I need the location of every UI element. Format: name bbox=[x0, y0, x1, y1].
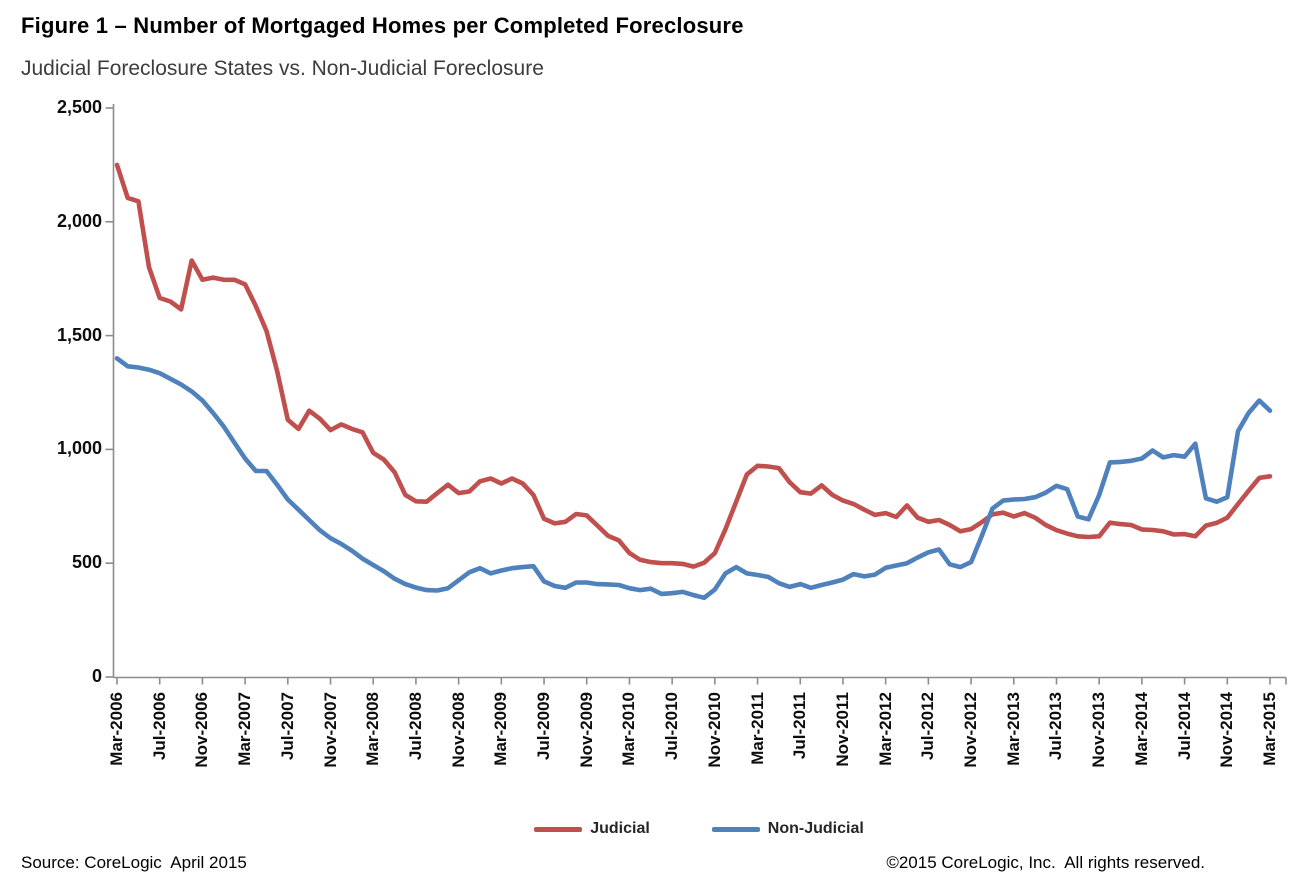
x-tick-label: Mar-2014 bbox=[1131, 692, 1151, 766]
legend-swatch-judicial bbox=[534, 826, 583, 832]
x-tick-label: Mar-2010 bbox=[619, 692, 639, 766]
x-tick-label: Mar-2012 bbox=[875, 692, 895, 766]
x-tick-label: Nov-2010 bbox=[704, 692, 724, 768]
x-tick-label: Nov-2008 bbox=[448, 692, 468, 768]
source-note: Source: CoreLogic April 2015 bbox=[21, 853, 247, 872]
y-tick-label: 0 bbox=[91, 666, 102, 686]
y-tick-label: 2,000 bbox=[56, 210, 102, 231]
x-tick-label: Mar-2008 bbox=[363, 692, 383, 766]
x-tick-label: Nov-2011 bbox=[832, 692, 852, 767]
y-tick-label: 500 bbox=[71, 552, 102, 573]
x-tick-label: Jul-2008 bbox=[405, 692, 425, 761]
legend-label-judicial: Judicial bbox=[590, 820, 650, 837]
copyright-note: ©2015 CoreLogic, Inc. All rights reserve… bbox=[886, 853, 1205, 872]
x-tick-label: Jul-2014 bbox=[1174, 692, 1194, 761]
x-tick-label: Jul-2007 bbox=[277, 692, 297, 761]
legend-swatch-non-judicial bbox=[711, 826, 760, 832]
legend: Judicial Non-Judicial bbox=[113, 820, 1285, 838]
chart-title: Figure 1 – Number of Mortgaged Homes per… bbox=[21, 13, 744, 38]
x-tick-label: Nov-2009 bbox=[576, 692, 596, 768]
y-tick-label: 2,500 bbox=[56, 97, 102, 117]
x-tick-label: Nov-2014 bbox=[1217, 692, 1237, 768]
x-tick-label: Mar-2009 bbox=[491, 692, 511, 766]
x-tick-label: Mar-2015 bbox=[1260, 692, 1279, 766]
series-line-judicial bbox=[114, 162, 1273, 569]
x-tick-label: Jul-2012 bbox=[918, 692, 938, 761]
x-tick-label: Nov-2012 bbox=[961, 692, 981, 768]
x-tick-label: Mar-2007 bbox=[235, 692, 255, 766]
x-tick-label: Jul-2009 bbox=[534, 692, 554, 761]
x-tick-label: Jul-2013 bbox=[1046, 692, 1066, 761]
legend-item-judicial: Judicial bbox=[534, 820, 650, 838]
legend-label-non-judicial: Non-Judicial bbox=[767, 820, 864, 837]
x-tick-label: Mar-2006 bbox=[107, 692, 126, 766]
series-line-non-judicial bbox=[114, 356, 1273, 601]
x-tick-label: Nov-2013 bbox=[1089, 692, 1109, 768]
x-tick-label: Mar-2011 bbox=[747, 692, 767, 765]
x-tick-label: Mar-2013 bbox=[1003, 692, 1023, 766]
y-tick-label: 1,500 bbox=[56, 324, 102, 345]
chart-subtitle: Judicial Foreclosure States vs. Non-Judi… bbox=[21, 57, 544, 80]
y-tick-label: 1,000 bbox=[56, 438, 102, 459]
legend-item-non-judicial: Non-Judicial bbox=[711, 820, 864, 838]
x-tick-label: Nov-2006 bbox=[192, 692, 212, 768]
x-tick-label: Nov-2007 bbox=[320, 692, 340, 768]
x-tick-label: Jul-2006 bbox=[149, 692, 169, 761]
x-tick-label: Jul-2011 bbox=[790, 692, 810, 760]
x-tick-label: Jul-2010 bbox=[662, 692, 682, 761]
